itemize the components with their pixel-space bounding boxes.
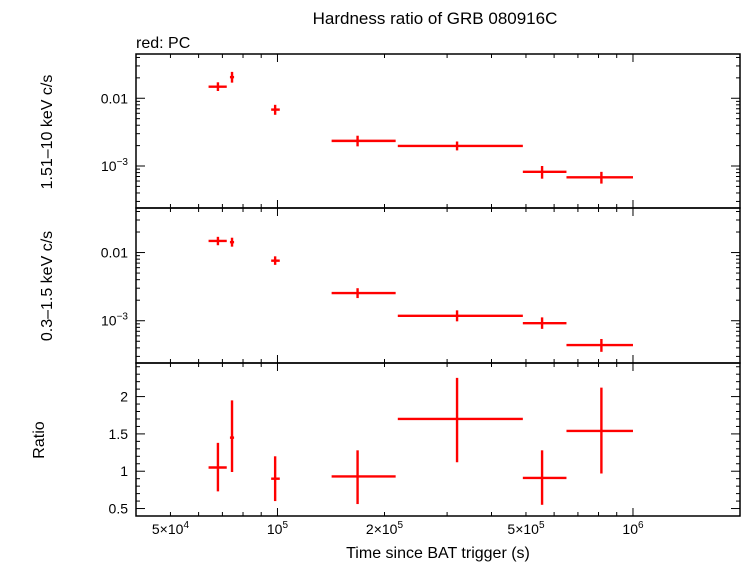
data-point-1 — [208, 442, 227, 492]
data-point-4 — [331, 288, 396, 299]
y-tick-label: 1 — [120, 463, 128, 479]
y-tick-label: 1.5 — [109, 426, 129, 442]
data-point-7 — [566, 171, 633, 184]
data-point-6 — [522, 166, 567, 179]
y-axis-label: 0.3–1.5 keV c/s — [39, 231, 56, 341]
data-point-4 — [331, 135, 396, 147]
chart-subtitle: red: PC — [136, 35, 190, 52]
data-point-2 — [229, 237, 235, 247]
data-point-3 — [271, 456, 280, 502]
y-axis-label: 1.51–10 keV c/s — [39, 75, 56, 190]
x-tick-label: 5×104 — [152, 520, 190, 537]
y-tick-label: 10−3 — [101, 157, 128, 174]
y-tick-label: 2 — [120, 389, 128, 405]
panel-frame — [135, 207, 741, 364]
x-axis-label: Time since BAT trigger (s) — [346, 545, 530, 562]
y-tick-label: 0.01 — [101, 245, 128, 261]
data-point-1 — [208, 236, 227, 246]
data-point-6 — [522, 317, 567, 329]
panel-frame — [135, 362, 741, 517]
x-tick-label: 106 — [622, 520, 644, 537]
data-point-7 — [566, 338, 633, 352]
data-point-5 — [397, 141, 523, 151]
panel-2: 0.01 10−3 0.3–1.5 keV c/s — [39, 207, 741, 364]
x-tick-label: 105 — [267, 520, 289, 537]
y-tick-label: 10−3 — [101, 312, 128, 329]
chart-title: Hardness ratio of GRB 080916C — [313, 9, 558, 28]
panel-3: 0.5 1 1.5 2 Ratio — [31, 362, 741, 517]
panel-1: 0.01 10−3 1.51–10 keV c/s — [39, 53, 741, 209]
y-tick-label: 0.01 — [101, 90, 128, 106]
x-tick-label: 5×105 — [507, 520, 545, 537]
data-point-7 — [566, 387, 633, 474]
panels-group: 0.01 10−3 1.51–10 keV c/s 0.01 10−3 0.3–1.5 k… — [31, 53, 741, 537]
data-point-2 — [229, 71, 235, 83]
data-point-4 — [331, 450, 396, 505]
x-tick-label: 2×105 — [366, 520, 404, 537]
data-point-5 — [397, 377, 523, 463]
data-point-5 — [397, 310, 523, 322]
y-tick-label: 0.5 — [109, 501, 129, 517]
data-point-6 — [522, 450, 567, 505]
data-point-1 — [208, 82, 227, 91]
y-axis-label: Ratio — [31, 421, 48, 458]
data-point-3 — [271, 104, 280, 115]
panel-frame — [135, 53, 741, 209]
data-point-2 — [229, 400, 235, 472]
data-point-3 — [271, 256, 280, 265]
